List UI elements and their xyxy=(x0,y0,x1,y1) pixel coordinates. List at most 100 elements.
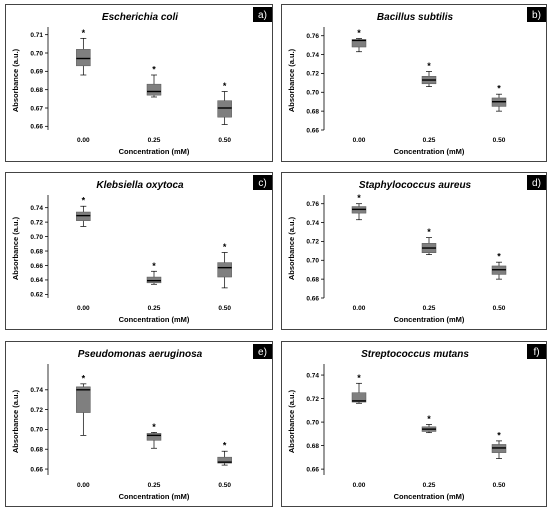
significance-star: * xyxy=(497,84,501,94)
y-tick-label: 0.68 xyxy=(30,447,43,454)
x-tick-label: 0.50 xyxy=(218,305,231,312)
x-axis-label: Concentration (mM) xyxy=(394,147,465,156)
chart-title: Bacillus subtilis xyxy=(377,12,454,23)
panel-label: a) xyxy=(258,10,267,21)
chart-title: Klebsiella oxytoca xyxy=(96,180,184,191)
chart-panel-3: Klebsiella oxytoca c) 0.62 0.64 0.66 0.68 0.70… xyxy=(5,172,273,330)
panel-label-box xyxy=(527,344,546,359)
x-tick-label: 0.00 xyxy=(77,482,90,489)
chart-svg: Escherichia coli a) 0.66 0.67 0.68 0.69 0.70 0.… xyxy=(11,7,272,156)
panel-label-box xyxy=(527,175,546,190)
box xyxy=(76,211,91,221)
box xyxy=(76,49,91,67)
significance-star: * xyxy=(82,28,86,38)
panel-label-box xyxy=(253,7,272,22)
significance-star: * xyxy=(357,373,361,383)
chart-panel-5: Pseudomonas aeruginosa e) 0.66 0.68 0.70 0.72… xyxy=(5,341,273,507)
chart-svg: Bacillus subtilis b) 0.66 0.68 0.70 0.72 0.74 0… xyxy=(287,7,546,156)
x-tick-label: 0.25 xyxy=(148,137,161,144)
x-tick-label: 0.25 xyxy=(423,482,436,489)
significance-star: * xyxy=(427,227,431,237)
y-tick-label: 0.74 xyxy=(30,205,43,212)
box xyxy=(217,100,232,118)
chart-svg: Staphylococcus aureus d) 0.66 0.68 0.70 0.72 0… xyxy=(287,175,546,324)
x-axis-label: Concentration (mM) xyxy=(119,315,190,324)
y-tick-label: 0.72 xyxy=(306,71,319,78)
y-tick-label: 0.66 xyxy=(306,295,319,302)
significance-star: * xyxy=(223,81,227,91)
y-axis-label: Absorbance (a.u.) xyxy=(287,216,296,280)
x-tick-label: 0.50 xyxy=(218,482,231,489)
chart-title: Pseudomonas aeruginosa xyxy=(78,349,203,360)
y-tick-label: 0.70 xyxy=(30,50,43,57)
x-axis-label: Concentration (mM) xyxy=(119,147,190,156)
panel-label: c) xyxy=(258,178,266,189)
x-tick-label: 0.50 xyxy=(493,482,506,489)
significance-star: * xyxy=(427,61,431,71)
y-tick-label: 0.72 xyxy=(30,219,43,226)
y-tick-label: 0.68 xyxy=(306,276,319,283)
box xyxy=(146,276,162,284)
y-tick-label: 0.64 xyxy=(30,277,43,284)
y-tick-label: 0.76 xyxy=(306,201,319,208)
significance-star: * xyxy=(82,373,86,383)
x-tick-label: 0.50 xyxy=(218,137,231,144)
y-tick-label: 0.68 xyxy=(306,108,319,115)
significance-star: * xyxy=(152,65,156,75)
y-tick-label: 0.72 xyxy=(306,396,319,403)
x-tick-label: 0.00 xyxy=(353,305,366,312)
y-tick-label: 0.70 xyxy=(30,427,43,434)
y-tick-label: 0.76 xyxy=(306,33,319,40)
x-tick-label: 0.00 xyxy=(77,305,90,312)
chart-title: Streptococcus mutans xyxy=(361,349,469,360)
panel-label-box xyxy=(253,344,272,359)
box xyxy=(351,392,367,403)
y-tick-label: 0.68 xyxy=(30,248,43,255)
y-tick-label: 0.72 xyxy=(30,407,43,414)
panel-label-box xyxy=(253,175,272,190)
significance-star: * xyxy=(357,193,361,203)
chart-svg: Klebsiella oxytoca c) 0.62 0.64 0.66 0.68 0.70… xyxy=(11,175,272,324)
y-axis-label: Absorbance (a.u.) xyxy=(11,216,20,280)
y-axis-label: Absorbance (a.u.) xyxy=(287,48,296,112)
y-tick-label: 0.66 xyxy=(30,466,43,473)
y-tick-label: 0.68 xyxy=(30,87,43,94)
chart-svg: Streptococcus mutans f) 0.66 0.68 0.70 0.72 0.… xyxy=(287,344,546,501)
panel-label: e) xyxy=(258,347,267,358)
significance-star: * xyxy=(497,252,501,262)
significance-star: * xyxy=(223,242,227,252)
x-tick-label: 0.25 xyxy=(423,137,436,144)
box xyxy=(217,456,232,464)
x-axis-label: Concentration (mM) xyxy=(119,492,190,501)
box xyxy=(146,433,162,441)
significance-star: * xyxy=(82,196,86,206)
y-tick-label: 0.66 xyxy=(306,127,319,134)
significance-star: * xyxy=(223,441,227,451)
y-tick-label: 0.70 xyxy=(306,258,319,265)
y-tick-label: 0.69 xyxy=(30,69,43,76)
significance-star: * xyxy=(427,414,431,424)
y-tick-label: 0.71 xyxy=(30,32,43,39)
panel-label-box xyxy=(527,7,546,22)
chart-title: Staphylococcus aureus xyxy=(359,180,472,191)
panel-label: d) xyxy=(532,178,541,189)
y-tick-label: 0.66 xyxy=(30,124,43,131)
box xyxy=(76,386,91,413)
y-tick-label: 0.74 xyxy=(30,387,43,394)
y-tick-label: 0.70 xyxy=(30,234,43,241)
x-tick-label: 0.50 xyxy=(493,137,506,144)
x-tick-label: 0.25 xyxy=(423,305,436,312)
x-tick-label: 0.00 xyxy=(353,137,366,144)
y-axis-label: Absorbance (a.u.) xyxy=(287,389,296,453)
y-tick-label: 0.66 xyxy=(30,263,43,270)
x-tick-label: 0.50 xyxy=(493,305,506,312)
y-tick-label: 0.62 xyxy=(30,292,43,299)
x-tick-label: 0.00 xyxy=(353,482,366,489)
y-tick-label: 0.72 xyxy=(306,239,319,246)
panel-label: b) xyxy=(532,10,541,21)
significance-star: * xyxy=(497,430,501,440)
chart-panel-2: Bacillus subtilis b) 0.66 0.68 0.70 0.72 0.74 0… xyxy=(281,4,547,162)
significance-star: * xyxy=(357,28,361,38)
y-tick-label: 0.66 xyxy=(306,466,319,473)
panel-label: f) xyxy=(533,347,539,358)
